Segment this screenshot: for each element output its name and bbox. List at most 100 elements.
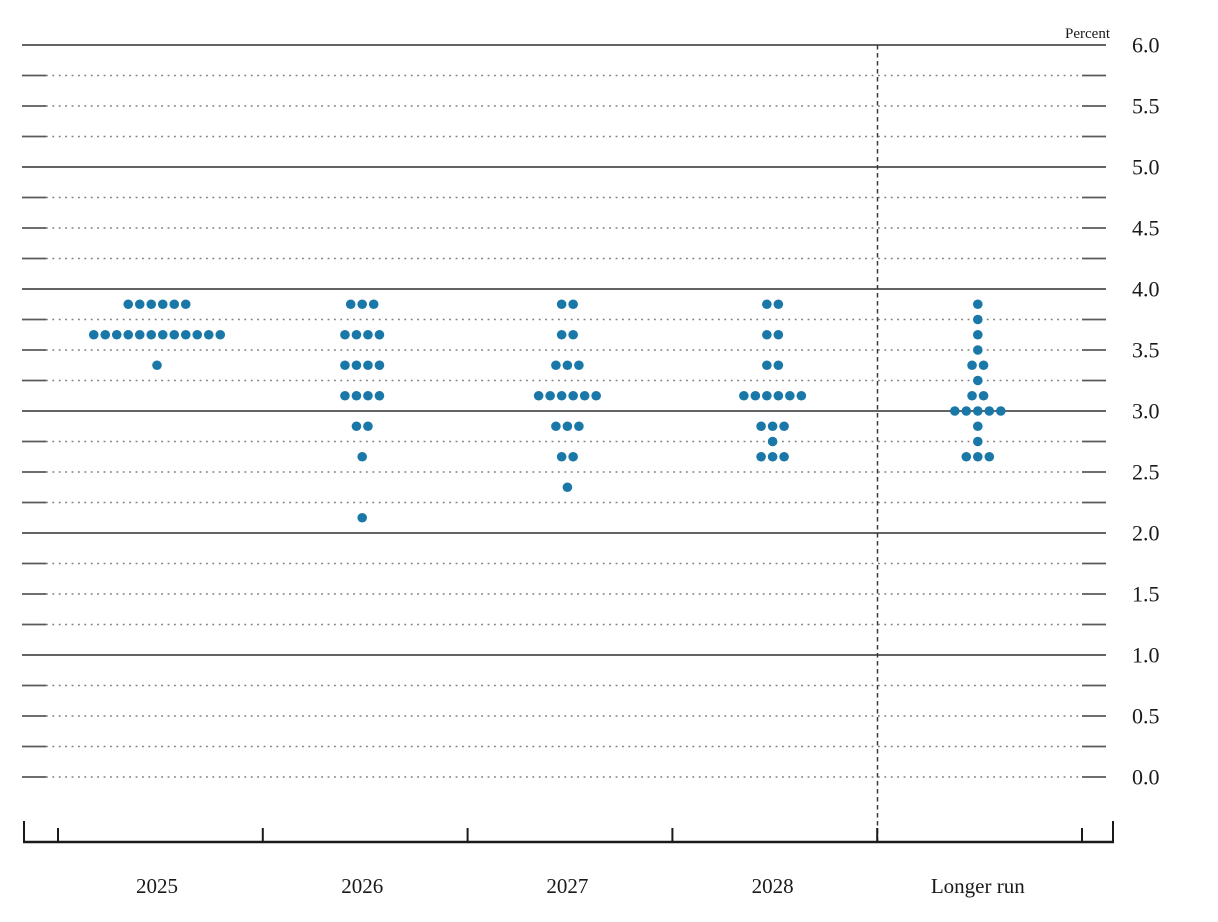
projection-dot [340, 329, 350, 340]
projection-dot [357, 451, 368, 462]
projection-dot [973, 345, 983, 355]
projection-dot [368, 299, 379, 310]
projection-dot [351, 360, 362, 371]
y-tick-label: 1.5 [1132, 582, 1160, 607]
projection-dot [351, 421, 362, 432]
projection-dot [562, 421, 573, 432]
projection-dot [340, 390, 350, 401]
projection-dot [767, 451, 778, 462]
projection-dot [978, 360, 989, 371]
projection-dot [345, 299, 356, 310]
projection-dot [762, 299, 772, 310]
projection-dot [978, 390, 989, 401]
projection-dot [785, 390, 795, 401]
projection-dot [123, 329, 134, 340]
projection-dots [88, 299, 1006, 523]
projection-dot [562, 360, 573, 371]
projection-dot [762, 329, 772, 340]
projection-dot [100, 329, 111, 340]
y-tick-label: 2.0 [1132, 521, 1160, 546]
dot-column-2026 [340, 299, 385, 523]
dot-column-2025 [88, 299, 226, 371]
projection-dot [762, 390, 772, 401]
projection-dot [756, 421, 766, 432]
projection-dot [984, 406, 995, 416]
projection-dot [973, 375, 983, 386]
projection-dot [146, 299, 157, 310]
projection-dot [562, 482, 573, 493]
y-tick-label: 3.5 [1132, 338, 1160, 363]
unit-label: Percent [1065, 26, 1111, 42]
projection-dot [767, 421, 778, 432]
projection-dot [157, 299, 168, 310]
projection-dot [180, 329, 191, 340]
projection-dot [762, 360, 772, 371]
projection-dot [773, 329, 784, 340]
projection-dot [203, 329, 214, 340]
projection-dot [973, 314, 983, 325]
gridlines [22, 44, 1106, 778]
projection-dot [374, 360, 385, 371]
y-tick-label: 4.5 [1132, 216, 1160, 241]
projection-dot [556, 329, 567, 340]
projection-dot [169, 299, 180, 310]
y-tick-label: 0.5 [1132, 704, 1160, 729]
projection-dot [568, 451, 578, 462]
projection-dot [363, 421, 373, 432]
projection-dot [973, 421, 983, 432]
projection-dot [967, 390, 977, 401]
projection-dot [351, 329, 362, 340]
category-labels: 2025 2026 2027 2028 Longer run [136, 874, 1025, 898]
y-axis-labels: 6.0 5.5 5.0 4.5 4.0 3.5 3.0 2.5 2.0 1.5 1.0 0.5 0.0 [1132, 33, 1160, 790]
projection-dot [779, 421, 789, 432]
category-label-2028: 2028 [752, 874, 794, 898]
projection-dot [157, 329, 168, 340]
projection-dot [556, 299, 567, 310]
projection-dot [88, 329, 99, 340]
projection-dot [215, 329, 226, 340]
projection-dot [773, 360, 784, 371]
projection-dot [123, 299, 134, 310]
projection-dot [152, 360, 162, 371]
projection-dot [961, 451, 972, 462]
projection-dot [134, 299, 145, 310]
projection-dot [973, 436, 983, 447]
projection-dot [363, 360, 373, 371]
projection-dot [796, 390, 807, 401]
projection-dot [357, 512, 368, 523]
projection-dot [973, 299, 983, 310]
projection-dot [146, 329, 157, 340]
dot-column-2027 [533, 299, 601, 493]
projection-dot [984, 451, 995, 462]
projection-dot [374, 390, 385, 401]
y-tick-label: 5.0 [1132, 155, 1160, 180]
category-label-2025: 2025 [136, 874, 178, 898]
projection-dot [192, 329, 203, 340]
y-tick-label: 2.5 [1132, 460, 1160, 485]
projection-dot [779, 451, 789, 462]
projection-dot [961, 406, 972, 416]
projection-dot [773, 390, 784, 401]
projection-dot [950, 406, 960, 416]
projection-dot [357, 299, 368, 310]
projection-dot [551, 360, 561, 371]
projection-dot [556, 390, 567, 401]
y-tick-label: 6.0 [1132, 33, 1160, 58]
projection-dot [169, 329, 180, 340]
projection-dot [351, 390, 362, 401]
projection-dot [568, 299, 578, 310]
y-tick-label: 3.0 [1132, 399, 1160, 424]
projection-dot [180, 299, 191, 310]
y-tick-label: 5.5 [1132, 94, 1160, 119]
projection-dot [340, 360, 350, 371]
y-tick-label: 0.0 [1132, 765, 1160, 790]
projection-dot [579, 390, 590, 401]
projection-dot [973, 406, 983, 416]
category-label-2027: 2027 [546, 874, 588, 898]
projection-dot [111, 329, 122, 340]
dot-column-longer-run [950, 299, 1006, 462]
x-axis [23, 821, 1114, 844]
category-label-longer-run: Longer run [931, 874, 1025, 898]
